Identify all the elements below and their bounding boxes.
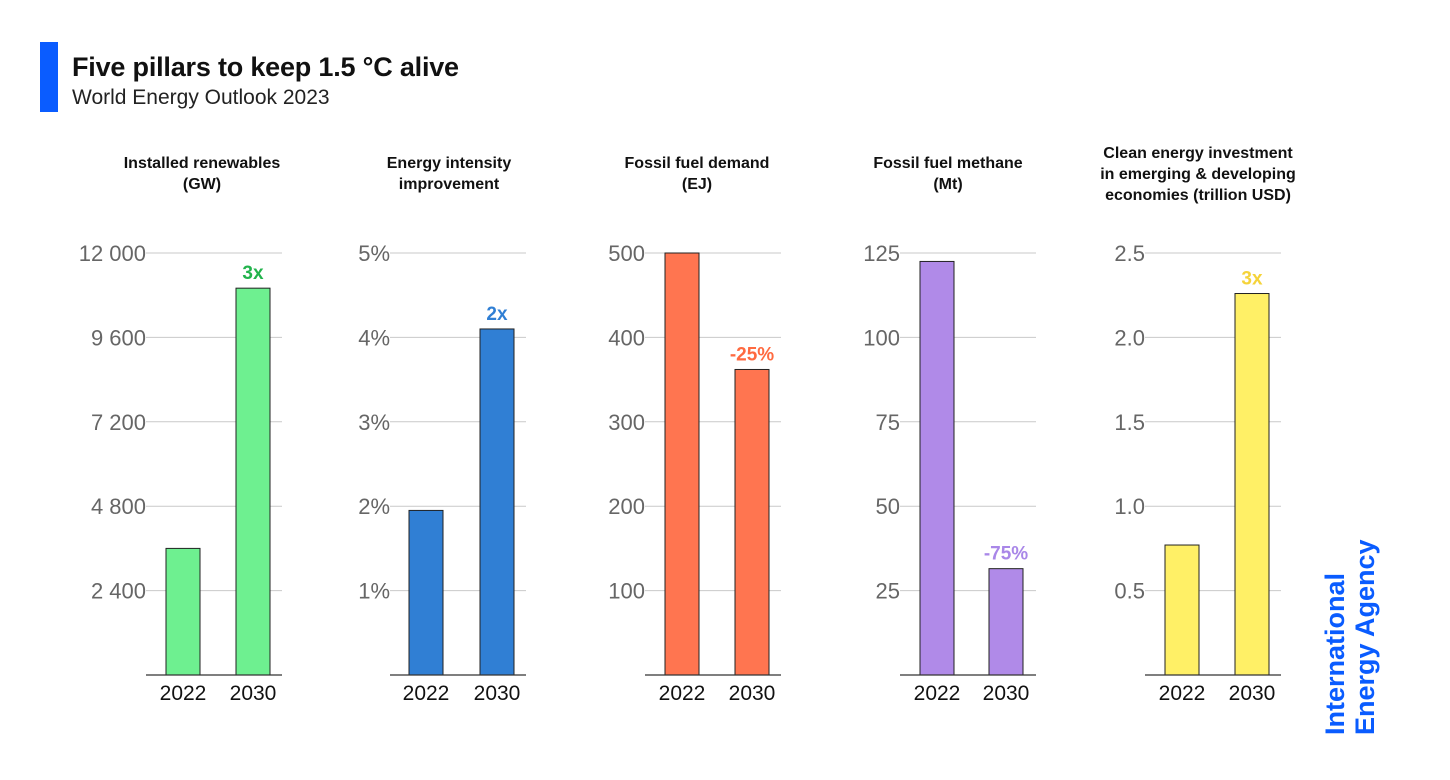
panel-title-line: (Mt) bbox=[933, 176, 963, 193]
y-tick-label: 1.0 bbox=[1114, 494, 1145, 519]
y-tick-label: 75 bbox=[876, 410, 900, 435]
y-tick-label: 50 bbox=[876, 494, 900, 519]
panel-title-line: in emerging & developing bbox=[1100, 166, 1296, 183]
x-tick-label: 2030 bbox=[983, 682, 1030, 705]
y-tick-label: 200 bbox=[608, 494, 645, 519]
bar-2022 bbox=[664, 252, 700, 676]
panel-title: Fossil fuel methane (Mt) bbox=[818, 153, 1078, 195]
x-tick-label: 2030 bbox=[474, 682, 521, 705]
panel-title: Installed renewables (GW) bbox=[72, 153, 332, 195]
panel-title: Energy intensity improvement bbox=[319, 153, 579, 195]
y-tick-label: 2.0 bbox=[1114, 325, 1145, 350]
title-accent-bar bbox=[40, 42, 58, 112]
y-tick-label: 25 bbox=[876, 579, 900, 604]
y-tick-label: 4% bbox=[358, 325, 390, 350]
y-tick-label: 400 bbox=[608, 325, 645, 350]
y-tick-label: 100 bbox=[863, 325, 900, 350]
bar-2030 bbox=[988, 568, 1024, 676]
panel-title-line: Clean energy investment bbox=[1103, 145, 1293, 162]
panel-title-line: economies (trillion USD) bbox=[1105, 187, 1291, 204]
panel-title: Clean energy investment in emerging & dev… bbox=[1068, 143, 1328, 206]
panel-title-line: Fossil fuel methane bbox=[873, 155, 1023, 172]
y-tick-label: 1.5 bbox=[1114, 410, 1145, 435]
y-tick-label: 7 200 bbox=[91, 410, 146, 435]
panel-title-line: (GW) bbox=[182, 176, 222, 193]
panel-title-line: Installed renewables bbox=[123, 155, 281, 172]
panel-title-line: (EJ) bbox=[681, 176, 713, 193]
change-annotation: -75% bbox=[984, 544, 1028, 565]
bar-2030 bbox=[1234, 293, 1270, 676]
panel-title-line: improvement bbox=[398, 176, 500, 193]
x-tick-label: 2022 bbox=[1159, 682, 1206, 705]
bar-2022 bbox=[165, 547, 201, 676]
bar-2022 bbox=[919, 260, 955, 676]
page-subtitle: World Energy Outlook 2023 bbox=[72, 86, 330, 109]
y-tick-label: 12 000 bbox=[79, 241, 146, 266]
y-tick-label: 2 400 bbox=[91, 579, 146, 604]
iea-logo-line1: International bbox=[1320, 572, 1350, 735]
change-annotation: 3x bbox=[242, 263, 264, 284]
x-tick-label: 2022 bbox=[914, 682, 961, 705]
iea-logo: International Energy Agency bbox=[1320, 535, 1390, 735]
y-tick-label: 500 bbox=[608, 241, 645, 266]
y-tick-label: 0.5 bbox=[1114, 579, 1145, 604]
bar-2030 bbox=[734, 368, 770, 676]
y-tick-label: 125 bbox=[863, 241, 900, 266]
bar-2030 bbox=[235, 287, 271, 676]
y-tick-label: 9 600 bbox=[91, 325, 146, 350]
bar-2030 bbox=[479, 328, 515, 676]
y-tick-label: 3% bbox=[358, 410, 390, 435]
y-tick-label: 300 bbox=[608, 410, 645, 435]
iea-logo-line2: Energy Agency bbox=[1350, 539, 1380, 735]
panel-title-line: Energy intensity bbox=[386, 155, 512, 172]
x-tick-label: 2030 bbox=[1229, 682, 1276, 705]
x-tick-label: 2022 bbox=[659, 682, 706, 705]
y-tick-label: 2% bbox=[358, 494, 390, 519]
y-tick-label: 100 bbox=[608, 579, 645, 604]
x-tick-label: 2022 bbox=[160, 682, 207, 705]
panel-title: Fossil fuel demand (EJ) bbox=[567, 153, 827, 195]
panel-title-line: Fossil fuel demand bbox=[624, 155, 770, 172]
y-tick-label: 2.5 bbox=[1114, 241, 1145, 266]
change-annotation: -25% bbox=[730, 344, 774, 365]
change-annotation: 3x bbox=[1241, 269, 1263, 290]
x-tick-label: 2030 bbox=[230, 682, 277, 705]
x-tick-label: 2022 bbox=[403, 682, 450, 705]
bar-2022 bbox=[408, 509, 444, 676]
change-annotation: 2x bbox=[486, 304, 508, 325]
x-tick-label: 2030 bbox=[729, 682, 776, 705]
bar-2022 bbox=[1164, 544, 1200, 676]
y-tick-label: 5% bbox=[358, 241, 390, 266]
y-tick-label: 4 800 bbox=[91, 494, 146, 519]
page-title: Five pillars to keep 1.5 °C alive bbox=[72, 52, 459, 82]
y-tick-label: 1% bbox=[358, 579, 390, 604]
iea-logo-text: International Energy Agency bbox=[1320, 539, 1380, 735]
